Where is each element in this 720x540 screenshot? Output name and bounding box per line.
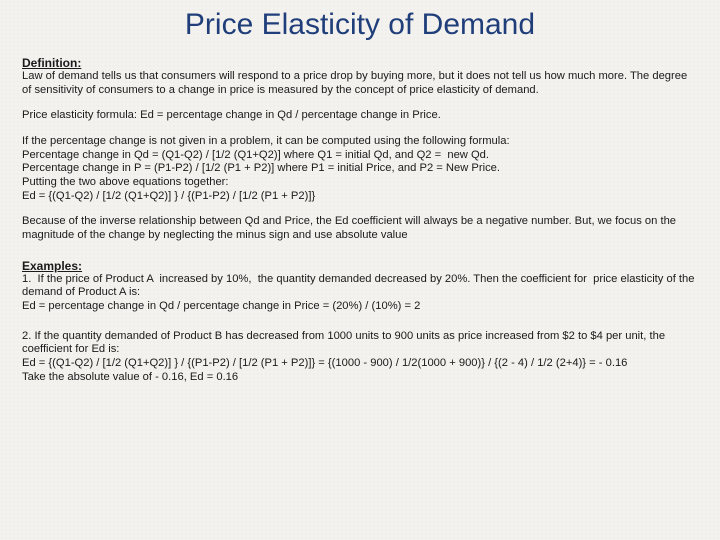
example-2: 2. If the quantity demanded of Product B… xyxy=(22,330,698,385)
slide-title: Price Elasticity of Demand xyxy=(22,8,698,42)
example-1: 1. If the price of Product A increased b… xyxy=(22,273,698,314)
inverse-note: Because of the inverse relationship betw… xyxy=(22,215,698,242)
formula-intro: Price elasticity formula: Ed = percentag… xyxy=(22,109,698,123)
formula-detail: If the percentage change is not given in… xyxy=(22,135,698,203)
examples-heading: Examples: xyxy=(22,259,698,273)
slide-container: Price Elasticity of Demand Definition: L… xyxy=(0,0,720,540)
definition-body: Law of demand tells us that consumers wi… xyxy=(22,70,698,97)
definition-heading: Definition: xyxy=(22,56,698,70)
